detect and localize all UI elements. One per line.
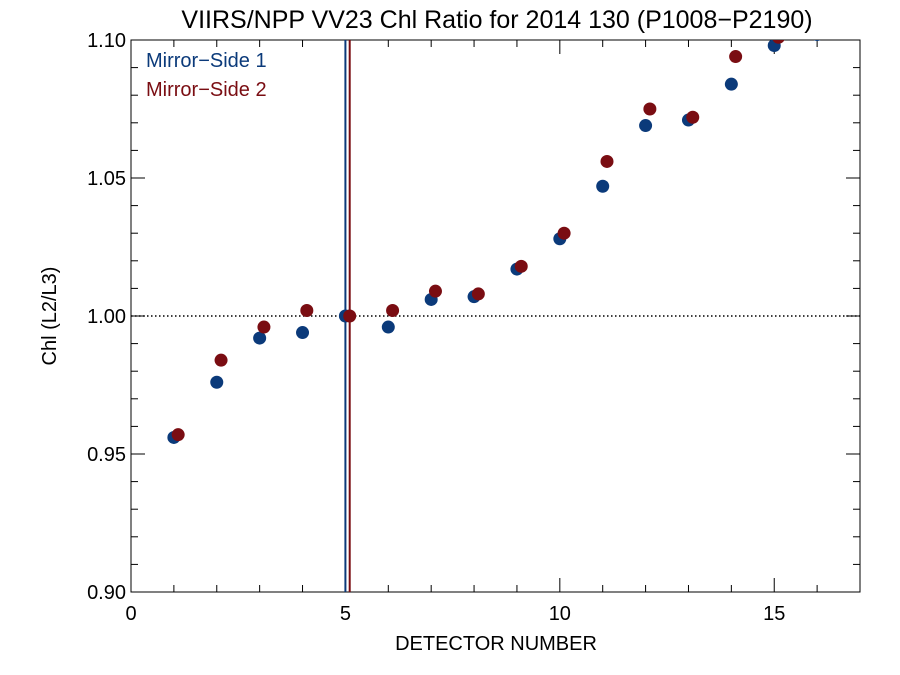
point-series-2 — [815, 22, 828, 35]
point-series-2 — [300, 303, 314, 317]
y-tick-label: 1.00 — [87, 306, 126, 328]
point-series-2 — [772, 40, 785, 44]
point-series-2 — [343, 309, 357, 323]
point-series-1 — [381, 320, 395, 334]
point-series-2 — [214, 353, 228, 367]
legend-entry-mirror-side-1: Mirror−Side 1 — [146, 50, 267, 72]
point-series-2 — [686, 110, 700, 124]
point-series-2 — [386, 303, 400, 317]
chart-title: VIIRS/NPP VV23 Chl Ratio for 2014 130 (P… — [181, 6, 812, 34]
point-series-2 — [557, 226, 571, 240]
y-axis-label: Chl (L2/L3) — [39, 267, 61, 366]
point-series-1 — [253, 331, 267, 345]
point-series-1 — [596, 179, 610, 193]
point-series-1 — [724, 77, 738, 91]
point-series-1 — [639, 119, 653, 133]
point-series-2 — [729, 50, 743, 64]
point-series-1 — [813, 40, 821, 41]
plot-area — [130, 22, 861, 593]
x-tick-label: 10 — [549, 603, 571, 625]
legend-entry-mirror-side-2: Mirror−Side 2 — [146, 79, 267, 101]
y-tick-label: 0.90 — [87, 582, 126, 604]
point-series-2 — [171, 428, 185, 442]
point-series-2 — [643, 102, 657, 116]
point-series-1 — [296, 326, 310, 340]
y-tick-label: 1.10 — [87, 30, 126, 52]
x-tick-label: 15 — [763, 603, 785, 625]
point-series-2 — [600, 154, 614, 168]
x-axis-label: DETECTOR NUMBER — [395, 633, 597, 655]
y-tick-label: 0.95 — [87, 444, 126, 466]
point-series-2 — [257, 320, 271, 334]
y-tick-label: 1.05 — [87, 168, 126, 190]
tick-labels: 0 5 10 15 0.90 0.95 1.00 1.05 1.10 — [87, 30, 785, 625]
reference-lines — [131, 40, 860, 592]
point-series-1 — [210, 375, 224, 389]
point-series-2 — [514, 259, 528, 273]
x-tick-label: 0 — [125, 603, 136, 625]
point-series-2 — [471, 287, 485, 301]
x-tick-label: 5 — [340, 603, 351, 625]
data-points — [167, 22, 828, 444]
point-series-2 — [428, 284, 442, 298]
legend: Mirror−Side 1 Mirror−Side 2 — [146, 50, 267, 101]
